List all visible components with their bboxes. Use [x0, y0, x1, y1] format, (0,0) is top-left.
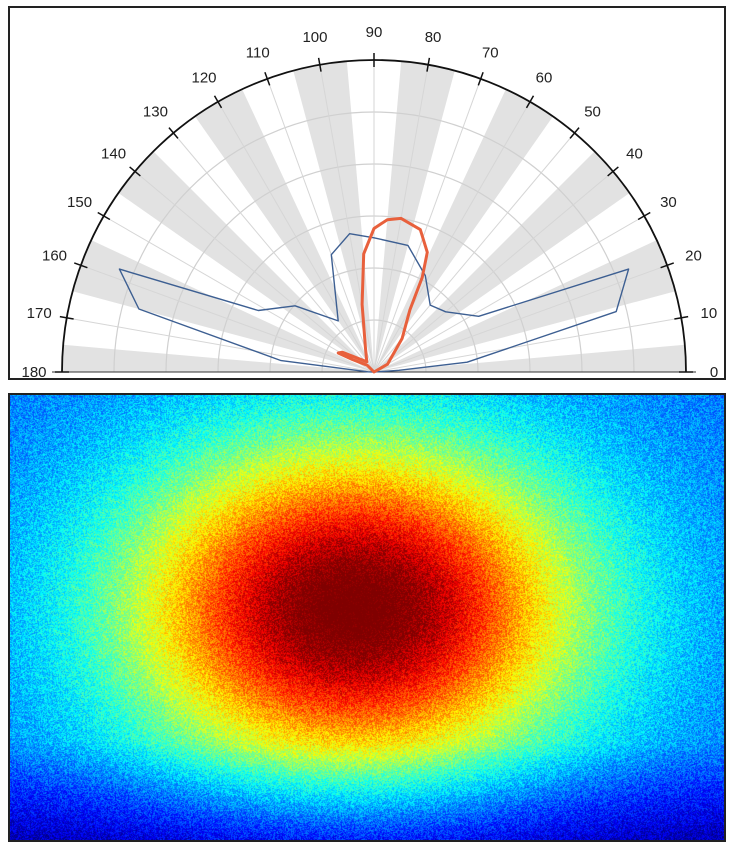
angle-tick [477, 71, 484, 86]
angle-tick-label: 20 [685, 248, 702, 265]
angle-tick [264, 71, 271, 86]
grid-spoke [373, 317, 682, 373]
shaded-sector [374, 240, 676, 372]
angle-tick-label: 130 [143, 104, 168, 121]
intensity-heatmap [10, 395, 724, 840]
angle-tick-label: 10 [700, 305, 717, 322]
angle-tick-label: 110 [246, 45, 270, 62]
shaded-sector [374, 89, 553, 373]
series-line [118, 233, 630, 373]
angle-tick [607, 166, 619, 177]
grid-spoke [373, 132, 575, 373]
grid-spoke [373, 101, 531, 373]
angle-tick [674, 315, 689, 320]
grid-spoke [80, 264, 375, 373]
angle-tick-label: 50 [584, 104, 601, 121]
angle-tick [569, 127, 580, 139]
polar-plot: 0 10 20 30 40 50 60 70 80 90 100 110 120 130 140 150 160… [21, 24, 718, 378]
angle-tick-label: 30 [660, 194, 677, 211]
shaded-sector [374, 151, 630, 372]
angle-tick-label: 100 [302, 29, 327, 46]
angle-tick [59, 315, 74, 320]
angle-tick [73, 262, 88, 269]
angle-tick-label: 0 [710, 364, 718, 378]
angle-tick-label: 80 [425, 29, 442, 46]
shaded-sector [118, 151, 374, 372]
grid-spoke [319, 64, 375, 373]
angle-tick-label: 150 [67, 194, 92, 211]
angle-tick [168, 127, 179, 139]
grid-spoke [134, 171, 375, 373]
grid-spoke [373, 264, 668, 373]
polar-plot-panel: 0 10 20 30 40 50 60 70 80 90 100 110 120 130 140 150 160… [8, 6, 726, 380]
angle-tick [317, 57, 322, 72]
angle-tick-label: 40 [626, 145, 643, 162]
angle-tick [525, 95, 535, 109]
shaded-sector [374, 61, 455, 372]
shaded-sector [72, 240, 375, 372]
angle-tick [637, 211, 651, 221]
intensity-heatmap-panel [8, 393, 726, 842]
series-line [336, 216, 429, 374]
angle-tick-label: 160 [42, 248, 67, 265]
angle-tick-label: 90 [366, 24, 383, 41]
angle-tick-label: 60 [536, 70, 553, 87]
angle-tick-label: 170 [27, 305, 52, 322]
angle-tick [426, 57, 431, 72]
angle-tick-label: 70 [482, 45, 499, 62]
grid-spoke [103, 215, 375, 373]
shaded-sector [293, 61, 374, 372]
angle-tick-label: 180 [21, 364, 46, 378]
grid-spoke [373, 215, 645, 373]
angle-tick [213, 95, 223, 109]
angle-tick [97, 211, 111, 221]
angle-tick [660, 262, 675, 269]
grid-spoke [173, 132, 375, 373]
grid-spoke [217, 101, 375, 373]
grid-spoke [266, 78, 375, 373]
grid-spoke [373, 171, 614, 373]
grid-spoke [373, 78, 482, 373]
angle-tick-label: 140 [101, 145, 126, 162]
grid-spoke [66, 317, 375, 373]
angle-tick-label: 120 [191, 70, 216, 87]
shaded-sector [195, 89, 374, 373]
angle-tick [129, 166, 141, 177]
